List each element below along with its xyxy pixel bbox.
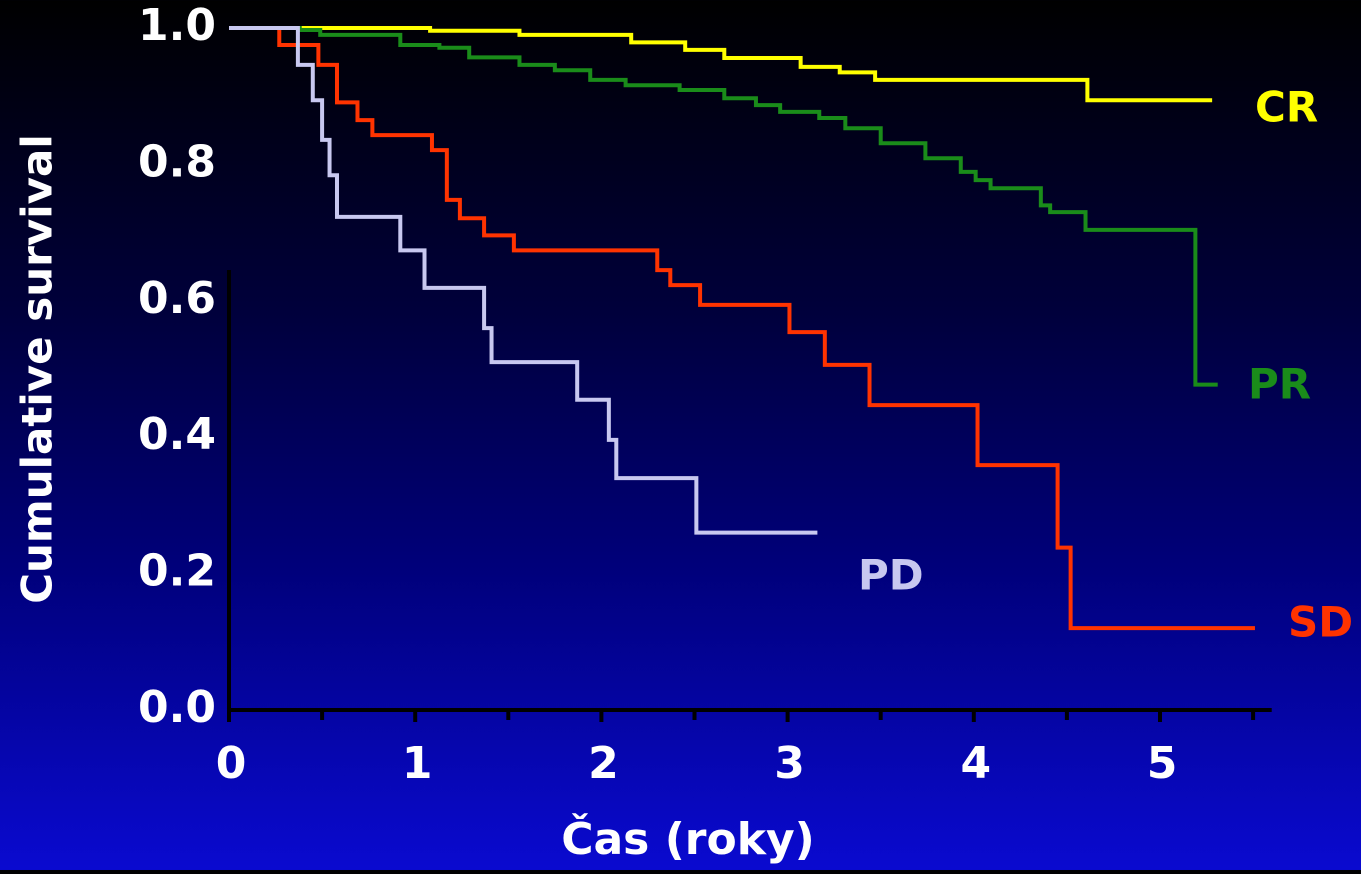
survival-line — [229, 26, 1255, 631]
series-label: SD — [1288, 598, 1353, 647]
series-label: PR — [1248, 360, 1311, 409]
series-label: CR — [1255, 83, 1318, 132]
y-tick-label: 0.2 — [138, 546, 216, 597]
x-tick-label: 5 — [1147, 738, 1178, 789]
series-label: PD — [858, 551, 924, 600]
x-tick-label: 1 — [402, 738, 433, 789]
x-tick-label: 0 — [216, 738, 247, 789]
x-tick-label: 4 — [960, 738, 991, 789]
y-tick-label: 0.0 — [138, 682, 216, 733]
survival-line — [229, 26, 818, 535]
y-axis-label: Cumulative survival — [13, 134, 62, 604]
x-tick-label: 2 — [588, 738, 619, 789]
x-tick-label: 3 — [774, 738, 805, 789]
y-tick-label: 0.8 — [138, 136, 216, 187]
y-tick-label: 1.0 — [138, 0, 216, 51]
y-tick-label: 0.4 — [138, 409, 216, 460]
x-axis-label: Čas (roky) — [561, 812, 815, 865]
y-tick-label: 0.6 — [138, 273, 216, 324]
survival-line — [229, 26, 1213, 103]
survival-line — [229, 26, 1218, 387]
